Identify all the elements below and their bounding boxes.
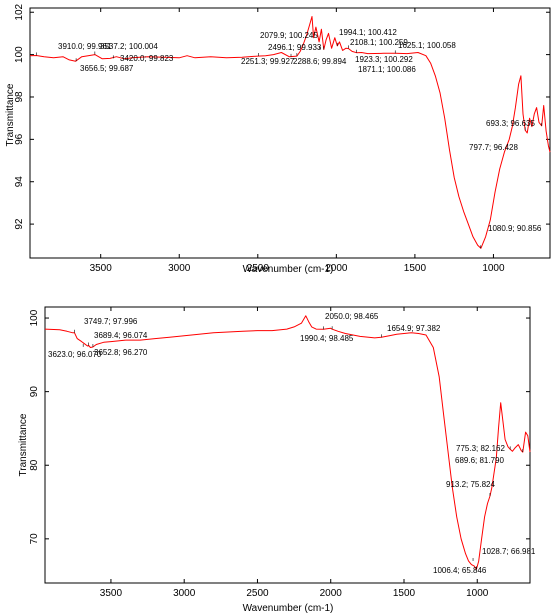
peak-label-top: 2496.1; 99.933 <box>268 43 322 52</box>
peak-label-bottom: 2050.0; 98.465 <box>325 312 379 321</box>
x-tick-label-bottom: 3500 <box>100 588 123 599</box>
spectrum-chart-top: Transmittance Wavenumber (cm-1) 3500 3000… <box>5 3 551 275</box>
peak-label-top: 3910.0; 99.961 <box>58 42 112 51</box>
peak-label-top: 1625.1; 100.058 <box>398 41 456 50</box>
x-tick-label-top: 2000 <box>325 263 348 274</box>
peak-label-top: 797.7; 96.428 <box>469 143 518 152</box>
x-tick-label-bottom: 1000 <box>466 588 489 599</box>
peak-label-top: 1923.3; 100.292 <box>355 55 413 64</box>
y-tick-label-top: 96 <box>14 133 25 145</box>
spectrum-line-top <box>29 16 551 249</box>
x-tick-label-bottom: 1500 <box>393 588 416 599</box>
x-tick-label-bottom: 2000 <box>320 588 343 599</box>
peak-label-bottom: 3623.0; 96.070 <box>48 350 102 359</box>
x-tick-label-top: 1000 <box>482 263 505 274</box>
peak-label-bottom: 689.6; 81.790 <box>455 456 504 465</box>
y-tick-label-top: 102 <box>14 3 25 20</box>
y-tick-label-bottom: 70 <box>29 533 40 545</box>
x-axis-title-top: Wavenumber (cm-1) <box>243 264 334 275</box>
peak-label-bottom: 3749.7; 97.996 <box>84 317 138 326</box>
y-tick-label-bottom: 100 <box>29 309 40 326</box>
peak-label-bottom: 3652.8; 96.270 <box>94 348 148 357</box>
plot-frame-top <box>29 7 551 259</box>
y-tick-label-top: 98 <box>14 91 25 103</box>
x-tick-label-top: 2500 <box>247 263 270 274</box>
y-tick-label-bottom: 90 <box>29 386 40 398</box>
peak-label-bottom: 1654.9; 97.382 <box>387 324 441 333</box>
peak-label-top: 1994.1; 100.412 <box>339 28 397 37</box>
y-tick-label-top: 100 <box>14 46 25 63</box>
peak-label-bottom: 913.2; 75.824 <box>446 480 495 489</box>
x-tick-label-bottom: 3000 <box>173 588 196 599</box>
peak-label-top: 1871.1; 100.086 <box>358 65 416 74</box>
x-tick-label-bottom: 2500 <box>246 588 269 599</box>
x-axis-title-bottom: Wavenumber (cm-1) <box>243 603 334 614</box>
plot-frame-bottom <box>44 306 531 584</box>
peak-label-top: 693.3; 96.635 <box>486 119 535 128</box>
spectrum-chart-bottom: Transmittance Wavenumber (cm-1) 3500 3000… <box>18 306 536 614</box>
x-tick-label-top: 3500 <box>90 263 113 274</box>
x-tick-label-top: 3000 <box>168 263 191 274</box>
peak-label-top: 2079.9; 100.245 <box>260 31 318 40</box>
peak-label-top: 3656.5; 99.687 <box>80 64 134 73</box>
peak-label-bottom: 775.3; 82.162 <box>456 444 505 453</box>
peak-label-top: 2251.3; 99.927 <box>241 57 295 66</box>
peak-label-top: 1080.9; 90.856 <box>488 224 542 233</box>
peak-label-bottom: 1006.4; 65.846 <box>433 566 487 575</box>
y-tick-label-top: 94 <box>14 176 25 188</box>
peak-label-top: 2288.6; 99.894 <box>293 57 347 66</box>
y-tick-label-bottom: 80 <box>29 459 40 471</box>
peak-label-bottom: 3689.4; 96.074 <box>94 331 148 340</box>
x-tick-label-top: 1500 <box>404 263 427 274</box>
y-axis-title-bottom: Transmittance <box>18 413 29 476</box>
peak-label-top: 2108.1; 100.259 <box>350 38 408 47</box>
y-tick-label-top: 92 <box>14 218 25 230</box>
peak-label-bottom: 1028.7; 66.981 <box>482 547 536 556</box>
peak-label-top: 3420.0; 99.823 <box>120 54 174 63</box>
peak-label-bottom: 1990.4; 98.485 <box>300 334 354 343</box>
y-axis-title-top: Transmittance <box>5 83 16 146</box>
peak-label-top: 3537.2; 100.004 <box>100 42 158 51</box>
